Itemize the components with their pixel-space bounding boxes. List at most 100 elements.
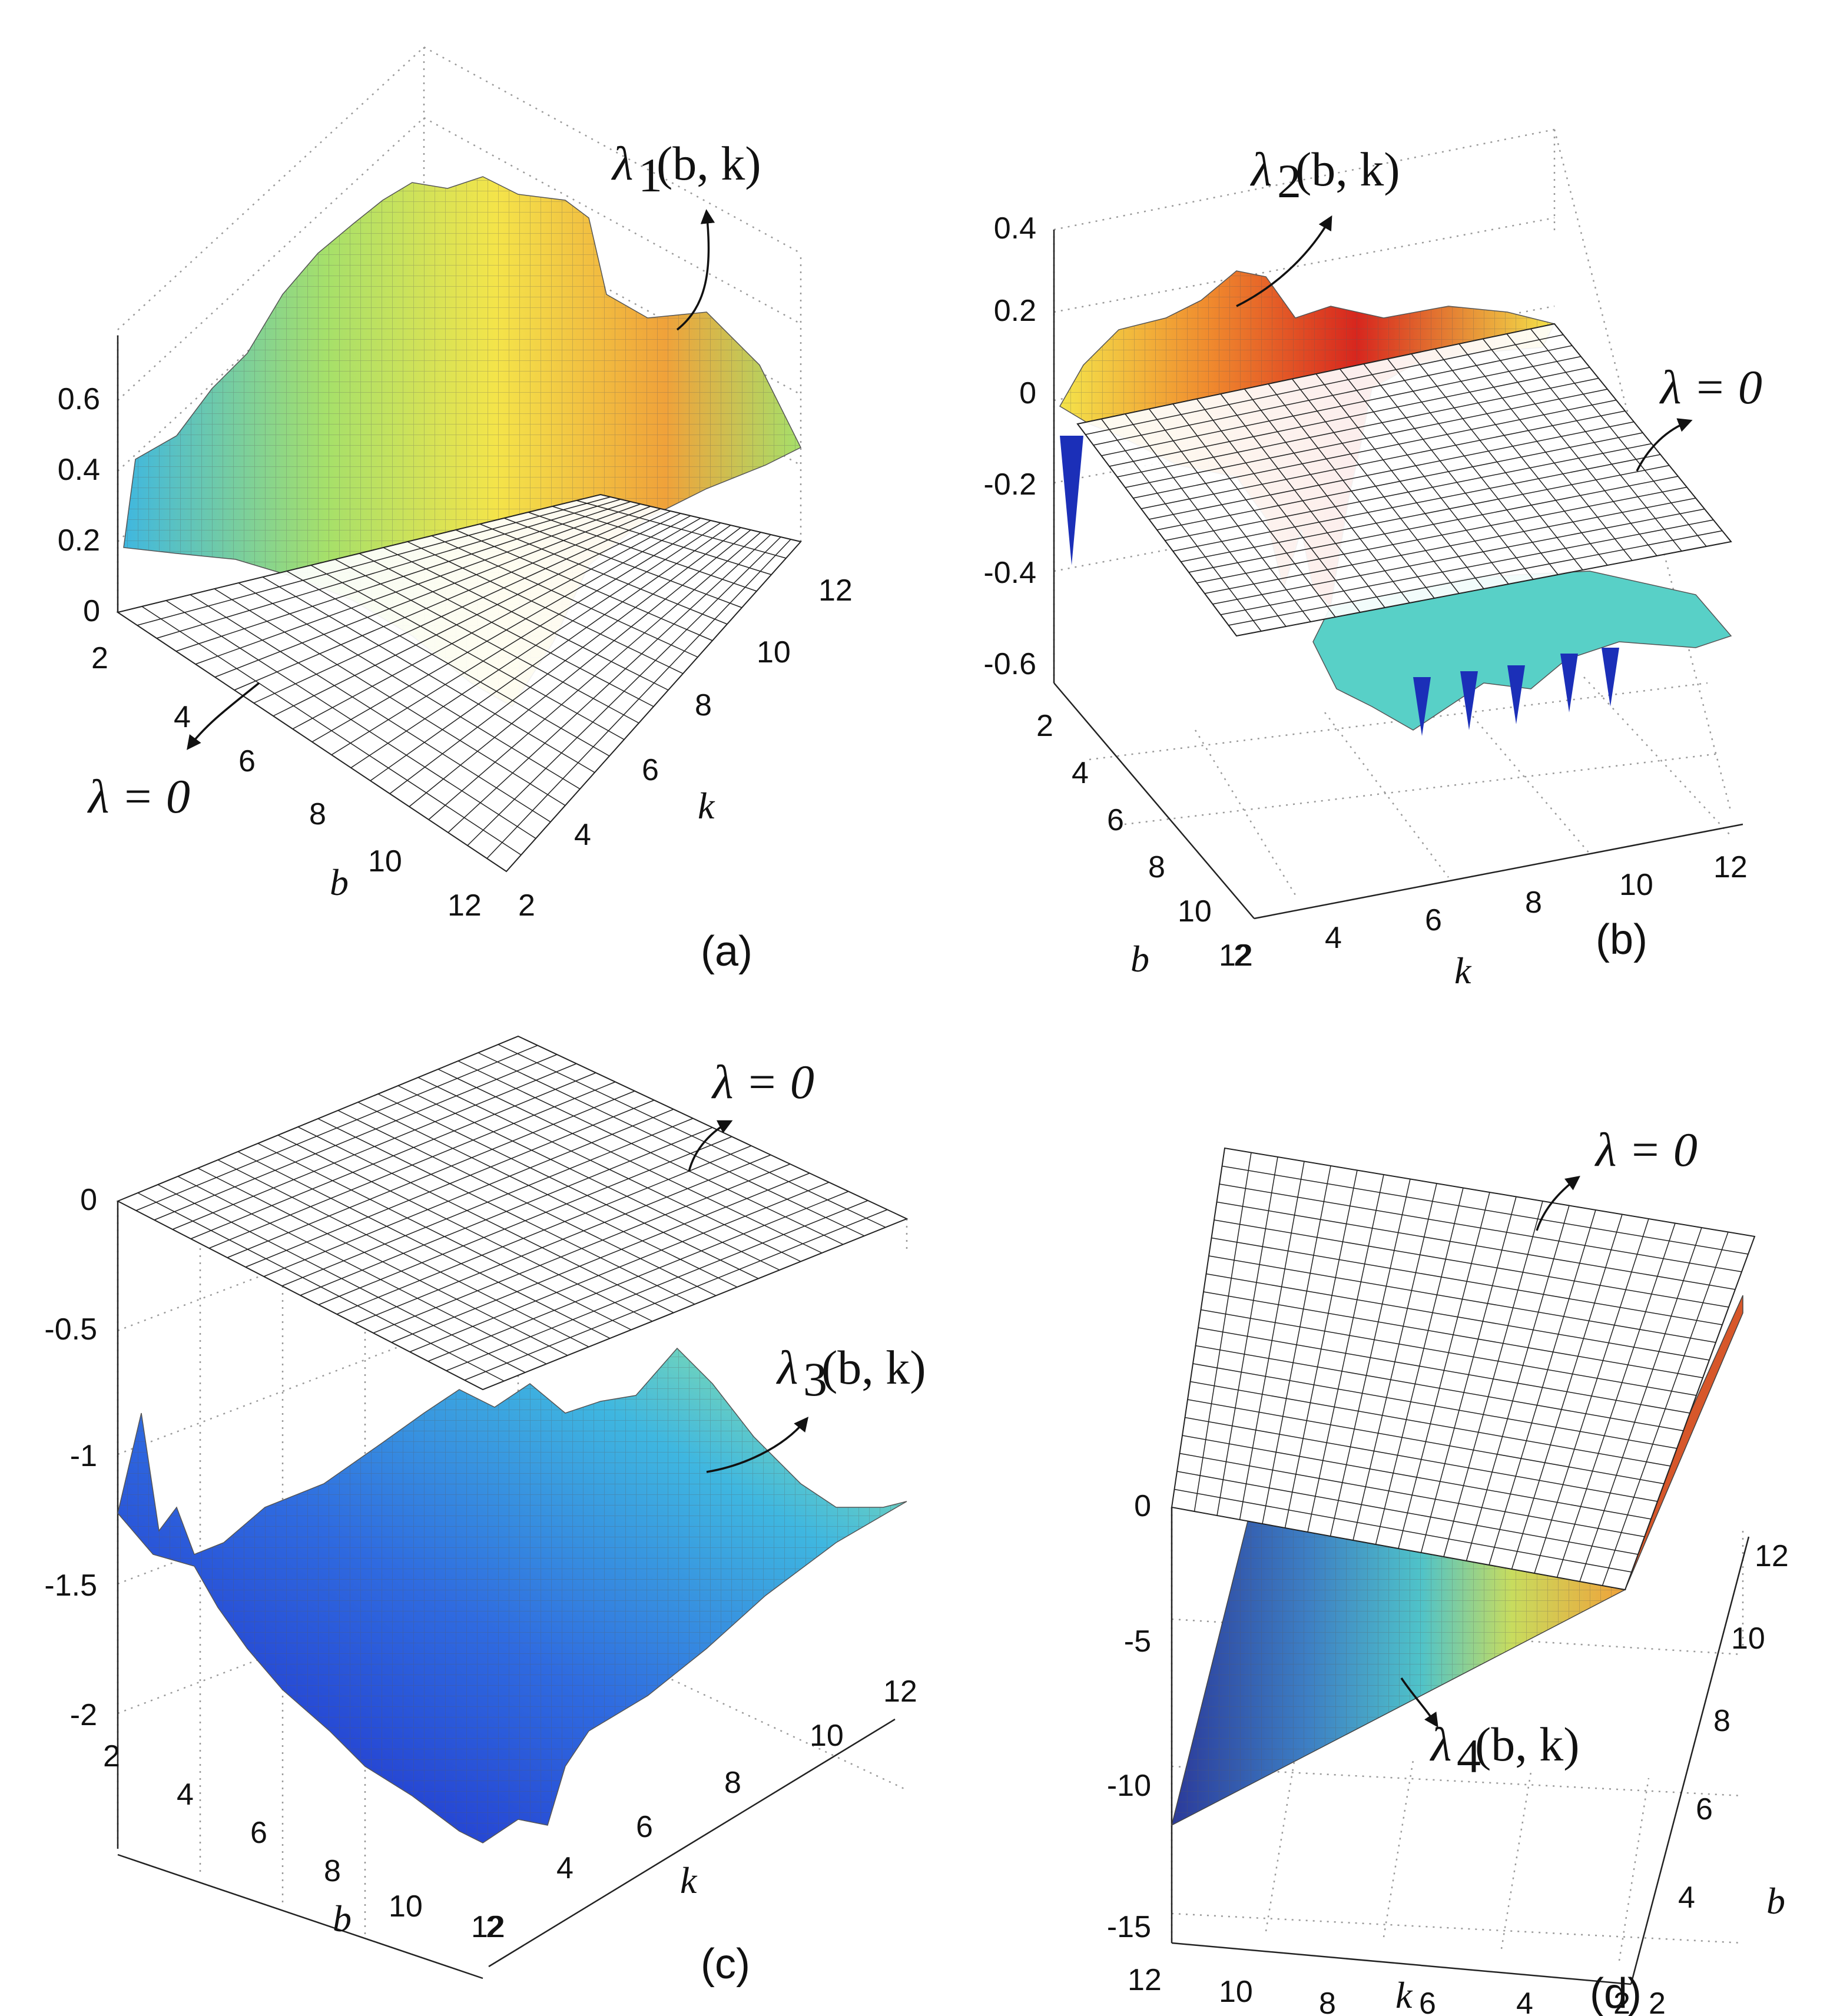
panel-b-plane-annotation: λ = 0 [1636, 360, 1762, 472]
panel-a-xlabel: b [330, 861, 349, 903]
panel-c-plane-annotation: λ = 0 [688, 1055, 814, 1172]
panel-d-xlabel: k [1395, 1974, 1413, 2016]
panel-b-btick: 6 [1107, 803, 1124, 837]
panel-a-z-ticks: 0 0.2 0.4 0.6 [58, 382, 100, 628]
panel-a-surface-label-main: λ [611, 137, 634, 190]
panel-d-label: (d) [1590, 1970, 1642, 2016]
panel-a-ktick: 10 [757, 635, 791, 669]
panel-c-k-ticks: 2 4 6 8 10 12 [486, 1675, 917, 1944]
panel-c-surface-annotation: λ 3 (b, k) [706, 1341, 926, 1473]
panel-c-surface-mesh [118, 1348, 907, 1843]
panel-c-btick: 4 [177, 1778, 194, 1812]
panel-b-surface-label-args: (b, k) [1295, 142, 1400, 196]
panel-a-b-ticks: 2 4 6 8 10 12 [91, 641, 482, 923]
panel-a-plane-annotation: λ = 0 [87, 682, 260, 823]
panel-d-z-ticks: 0 -5 -10 -15 [1107, 1489, 1151, 1944]
panel-c-surface-label-sub: 3 [803, 1352, 827, 1406]
panel-d: 0 -5 -10 -15 12 10 8 6 4 2 2 4 6 8 10 12… [1107, 1123, 1789, 2016]
panel-c-surface-label-main: λ [776, 1341, 798, 1394]
panel-c-ktick: 6 [636, 1810, 653, 1844]
panel-c-ktick: 8 [724, 1766, 741, 1800]
panel-a-zero-plane [116, 493, 802, 873]
panel-d-btick: 2 [1649, 1987, 1666, 2016]
panel-a-surface-label-args: (b, k) [657, 137, 761, 190]
panel-d-surface-label-args: (b, k) [1475, 1717, 1580, 1771]
panel-c-btick: 2 [103, 1739, 120, 1773]
panel-d-zero-plane [1171, 1147, 1756, 1591]
panel-c-xlabel: b [333, 1898, 352, 1939]
panel-c-ztick: -0.5 [44, 1312, 97, 1347]
panel-b-ztick: 0.2 [994, 294, 1036, 328]
panel-b-btick: 8 [1148, 850, 1165, 884]
panel-d-surface-mesh [1172, 1519, 1625, 1825]
panel-d-btick: 8 [1713, 1704, 1730, 1738]
panel-d-ktick: 12 [1128, 1963, 1162, 1997]
panel-b-xlabel: b [1131, 938, 1149, 980]
panel-a-ztick: 0 [83, 594, 100, 628]
panel-b-ylabel: k [1454, 950, 1472, 992]
panel-d-ktick: 6 [1419, 1987, 1436, 2016]
panel-d-k-ticks: 12 10 8 6 4 2 [1128, 1963, 1630, 2016]
panel-d-btick: 12 [1755, 1539, 1789, 1573]
panel-d-b-axis [1630, 1536, 1750, 1985]
panel-b-b-axis [1053, 682, 1255, 919]
panel-d-surface-label-main: λ [1430, 1717, 1452, 1771]
panel-b-label: (b) [1596, 916, 1647, 963]
panel-a-btick: 8 [309, 797, 326, 831]
panel-a-ztick: 0.2 [58, 523, 100, 558]
panel-b-btick: 10 [1178, 894, 1212, 929]
panel-b-btick: 2 [1036, 709, 1053, 743]
panel-b-ztick: -0.4 [983, 556, 1036, 590]
panel-a-ztick: 0.4 [58, 453, 100, 487]
panel-d-ylabel: b [1766, 1880, 1785, 1922]
panel-a-label: (a) [701, 928, 752, 975]
panel-b-ktick: 4 [1325, 921, 1342, 955]
panel-c-btick: 10 [389, 1889, 423, 1924]
panel-a-btick: 6 [238, 744, 256, 778]
panel-b-ztick: 0 [1019, 376, 1036, 410]
panel-c-ylabel: k [680, 1859, 698, 1901]
panel-a-ktick: 6 [642, 753, 659, 787]
panel-b-btick: 12 [1219, 939, 1253, 973]
panel-b-ktick: 6 [1425, 903, 1442, 937]
panel-b-ztick: -0.6 [983, 647, 1036, 681]
panel-c-ktick: 4 [556, 1851, 573, 1885]
panel-b-ktick: 2 [1234, 939, 1251, 973]
panel-d-plane-label: λ = 0 [1594, 1123, 1698, 1176]
panel-d-ztick: -5 [1124, 1624, 1151, 1659]
panel-a-ztick: 0.6 [58, 382, 100, 416]
panel-b-zero-plane [1076, 323, 1732, 637]
panel-a-btick: 2 [91, 641, 108, 675]
panel-c-b-axis [117, 1853, 483, 1979]
panel-d-btick: 10 [1731, 1622, 1765, 1656]
panel-d-ztick: -10 [1107, 1769, 1151, 1803]
panel-a-ktick: 4 [574, 818, 591, 852]
panel-a-btick: 4 [174, 700, 191, 734]
panel-b-btick: 4 [1072, 756, 1089, 790]
panel-c-ktick: 12 [883, 1675, 917, 1709]
panel-c-btick: 12 [471, 1910, 505, 1944]
panel-c-ktick: 2 [486, 1910, 503, 1944]
panel-a-plane-label: λ = 0 [87, 770, 190, 823]
panel-b-k-axis [1254, 823, 1743, 920]
panel-b-b-ticks: 2 4 6 8 10 12 [1036, 709, 1253, 973]
panel-a-ktick: 2 [518, 888, 535, 923]
panel-a-ktick: 12 [818, 573, 853, 608]
panel-b-ztick: -0.2 [983, 467, 1036, 502]
panel-b-surface-label-main: λ [1250, 142, 1272, 196]
panel-b-ztick: 0.4 [994, 211, 1036, 246]
panel-b-surface-label-sub: 2 [1277, 154, 1301, 208]
panel-d-ztick: 0 [1134, 1489, 1151, 1523]
panel-d-surface-annotation: λ 4 (b, k) [1400, 1677, 1580, 1783]
panel-d-ktick: 4 [1516, 1987, 1533, 2016]
panel-a-ylabel: k [698, 785, 715, 827]
panel-a-ktick: 8 [695, 688, 712, 722]
panel-d-ktick: 8 [1319, 1987, 1336, 2016]
panel-c-z-ticks: 0 -0.5 -1 -1.5 -2 [44, 1183, 97, 1732]
panel-c-label: (c) [701, 1941, 750, 1988]
panel-d-plane-annotation: λ = 0 [1536, 1123, 1698, 1231]
panel-d-ztick: -15 [1107, 1910, 1151, 1944]
panel-a: 0 0.2 0.4 0.6 2 4 6 8 10 12 2 4 6 8 10 1… [58, 46, 853, 975]
panel-b-z-ticks: 0.4 0.2 0 -0.2 -0.4 -0.6 [983, 211, 1036, 681]
